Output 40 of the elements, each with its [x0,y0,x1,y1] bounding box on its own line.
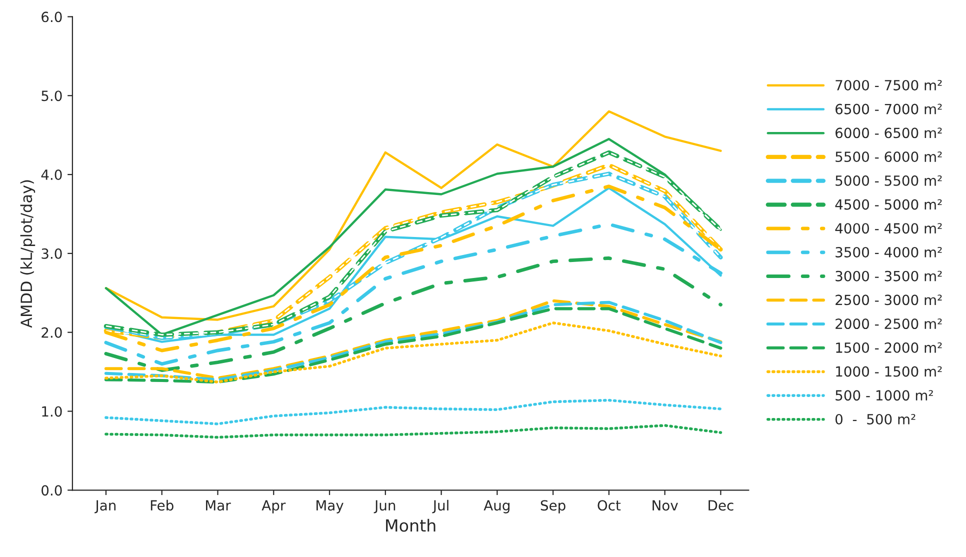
x-axis-title: Month [386,518,436,532]
legend-label: 2000 - 2500 m² [836,318,942,330]
line-series [104,398,722,426]
y-tick-label: 3.0 [42,248,62,259]
legend-label: 7000 - 7500 m² [836,80,942,90]
legend-label: 4500 - 5000 m² [835,199,942,210]
line-series [104,110,722,321]
x-tick-label: May [316,500,344,514]
x-tick-label: Jan [94,500,116,514]
y-tick-label: 6.0 [42,12,62,22]
legend-label: 3500 - 4000 m² [836,246,942,258]
y-tick-label: 2.0 [42,327,62,338]
x-tick-label: Oct [598,500,621,511]
x-tick-label: Nov [652,500,678,511]
legend-label: 5500 - 6000 m² [836,152,942,162]
x-tick-label: Feb [150,500,174,511]
y-tick-label: 1.0 [42,406,62,417]
x-tick-label: Sep [540,500,566,514]
legend-label: 1500 - 2000 m² [836,342,942,353]
x-tick-label: Jul [432,500,448,514]
legend-label: 4000 - 4500 m² [835,223,942,234]
y-tick-label: 4.0 [41,169,62,180]
legend-label: 6500 - 7000 m² [836,104,942,114]
legend-label: 2500 - 3000 m² [836,294,942,306]
line-series [104,424,722,439]
legend-label: 5000 - 5500 m² [836,175,942,186]
legend-label: 0 - 500 m² [835,414,916,424]
x-tick-label: Mar [206,500,231,511]
x-tick-label: Apr [262,500,286,514]
y-tick-label: 5.0 [42,90,62,102]
x-tick-label: Jun [374,500,396,514]
legend-label: 500 - 1000 m² [836,390,933,401]
y-tick-label: 0.0 [42,485,62,496]
x-tick-label: Aug [484,500,510,514]
legend-label: 6000 - 6500 m² [836,128,942,138]
legend-label: 3000 - 3500 m² [836,270,942,282]
y-axis-title: AMDD (kL/plot/day) [20,180,36,328]
line-series [104,256,722,372]
legend-label: 1000 - 1500 m² [836,366,942,377]
x-tick-label: Dec [708,500,734,511]
